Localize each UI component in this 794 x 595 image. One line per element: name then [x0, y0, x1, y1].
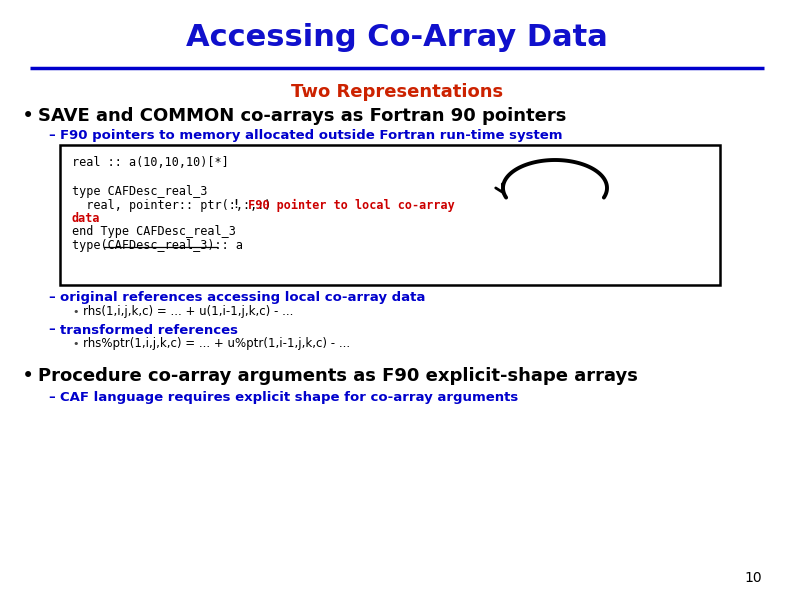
Text: F90 pointer to local co-array: F90 pointer to local co-array [241, 199, 455, 212]
Text: CAF language requires explicit shape for co-array arguments: CAF language requires explicit shape for… [60, 390, 518, 403]
Text: SAVE and COMMON co-arrays as Fortran 90 pointers: SAVE and COMMON co-arrays as Fortran 90 … [38, 107, 566, 125]
Text: data: data [72, 211, 101, 224]
Text: !: ! [232, 199, 239, 211]
Text: –: – [48, 292, 55, 305]
Text: •: • [72, 307, 79, 317]
Text: Procedure co-array arguments as F90 explicit-shape arrays: Procedure co-array arguments as F90 expl… [38, 367, 638, 385]
Text: end Type CAFDesc_real_3: end Type CAFDesc_real_3 [72, 226, 236, 239]
Text: F90 pointers to memory allocated outside Fortran run-time system: F90 pointers to memory allocated outside… [60, 129, 562, 142]
Text: real :: a(10,10,10)[*]: real :: a(10,10,10)[*] [72, 156, 229, 170]
Text: rhs%ptr(1,i,j,k,c) = ... + u%ptr(1,i-1,j,k,c) - ...: rhs%ptr(1,i,j,k,c) = ... + u%ptr(1,i-1,j… [83, 337, 350, 350]
Text: real, pointer:: ptr(:,:,:): real, pointer:: ptr(:,:,:) [72, 199, 279, 211]
Text: 10: 10 [745, 571, 762, 585]
Text: –: – [48, 390, 55, 403]
Text: •: • [72, 339, 79, 349]
Text: Accessing Co-Array Data: Accessing Co-Array Data [186, 23, 608, 52]
Text: type(CAFDesc_real_3):: a: type(CAFDesc_real_3):: a [72, 240, 243, 252]
Text: –: – [48, 324, 55, 337]
Text: original references accessing local co-array data: original references accessing local co-a… [60, 292, 426, 305]
Text: Two Representations: Two Representations [291, 83, 503, 101]
Text: type CAFDesc_real_3: type CAFDesc_real_3 [72, 184, 207, 198]
Text: •: • [22, 366, 34, 386]
FancyBboxPatch shape [60, 145, 720, 285]
Text: •: • [22, 106, 34, 126]
Text: transformed references: transformed references [60, 324, 238, 337]
Text: rhs(1,i,j,k,c) = ... + u(1,i-1,j,k,c) - ...: rhs(1,i,j,k,c) = ... + u(1,i-1,j,k,c) - … [83, 305, 293, 318]
Text: –: – [48, 129, 55, 142]
